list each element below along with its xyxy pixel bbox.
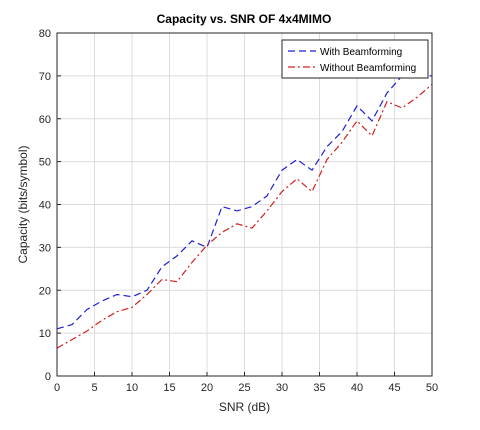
series-line-2 xyxy=(56,83,433,349)
series-layer xyxy=(56,75,433,349)
x-tick-label: 50 xyxy=(426,382,438,394)
x-tick-label: 30 xyxy=(276,382,288,394)
chart-title: Capacity vs. SNR OF 4x4MIMO xyxy=(157,12,332,26)
y-tick-label: 70 xyxy=(39,71,51,83)
y-axis-title: Capacity (bits/symbol) xyxy=(16,145,30,263)
x-tick-label: 5 xyxy=(91,382,97,394)
x-tick-label: 20 xyxy=(201,382,213,394)
x-tick-label: 25 xyxy=(238,382,250,394)
y-tick-label: 50 xyxy=(39,157,51,169)
y-tick-label: 80 xyxy=(39,28,51,40)
y-tick-label: 60 xyxy=(39,114,51,126)
x-tick-label: 15 xyxy=(163,382,175,394)
x-tick-label: 45 xyxy=(388,382,400,394)
y-tick-label: 0 xyxy=(45,371,51,383)
x-tick-label: 40 xyxy=(351,382,363,394)
y-tick-label: 20 xyxy=(39,285,51,297)
legend-label-1: With Beamforming xyxy=(320,47,402,58)
y-tick-label: 40 xyxy=(39,200,51,212)
y-axis-ticks: 0 10 20 30 40 50 60 70 80 xyxy=(39,28,61,383)
x-axis-title: SNR (dB) xyxy=(219,400,270,414)
x-tick-label: 0 xyxy=(54,382,60,394)
legend-box xyxy=(281,39,429,79)
y-tick-label: 10 xyxy=(39,328,51,340)
series-line-1 xyxy=(56,75,432,330)
legend: With Beamforming Without Beamforming xyxy=(281,39,429,79)
x-tick-label: 35 xyxy=(313,382,325,394)
y-tick-label: 30 xyxy=(39,242,51,254)
x-tick-label: 10 xyxy=(126,382,138,394)
legend-label-2: Without Beamforming xyxy=(320,63,416,74)
x-axis-ticks: 0 5 10 15 20 25 30 35 40 45 50 xyxy=(54,372,438,394)
